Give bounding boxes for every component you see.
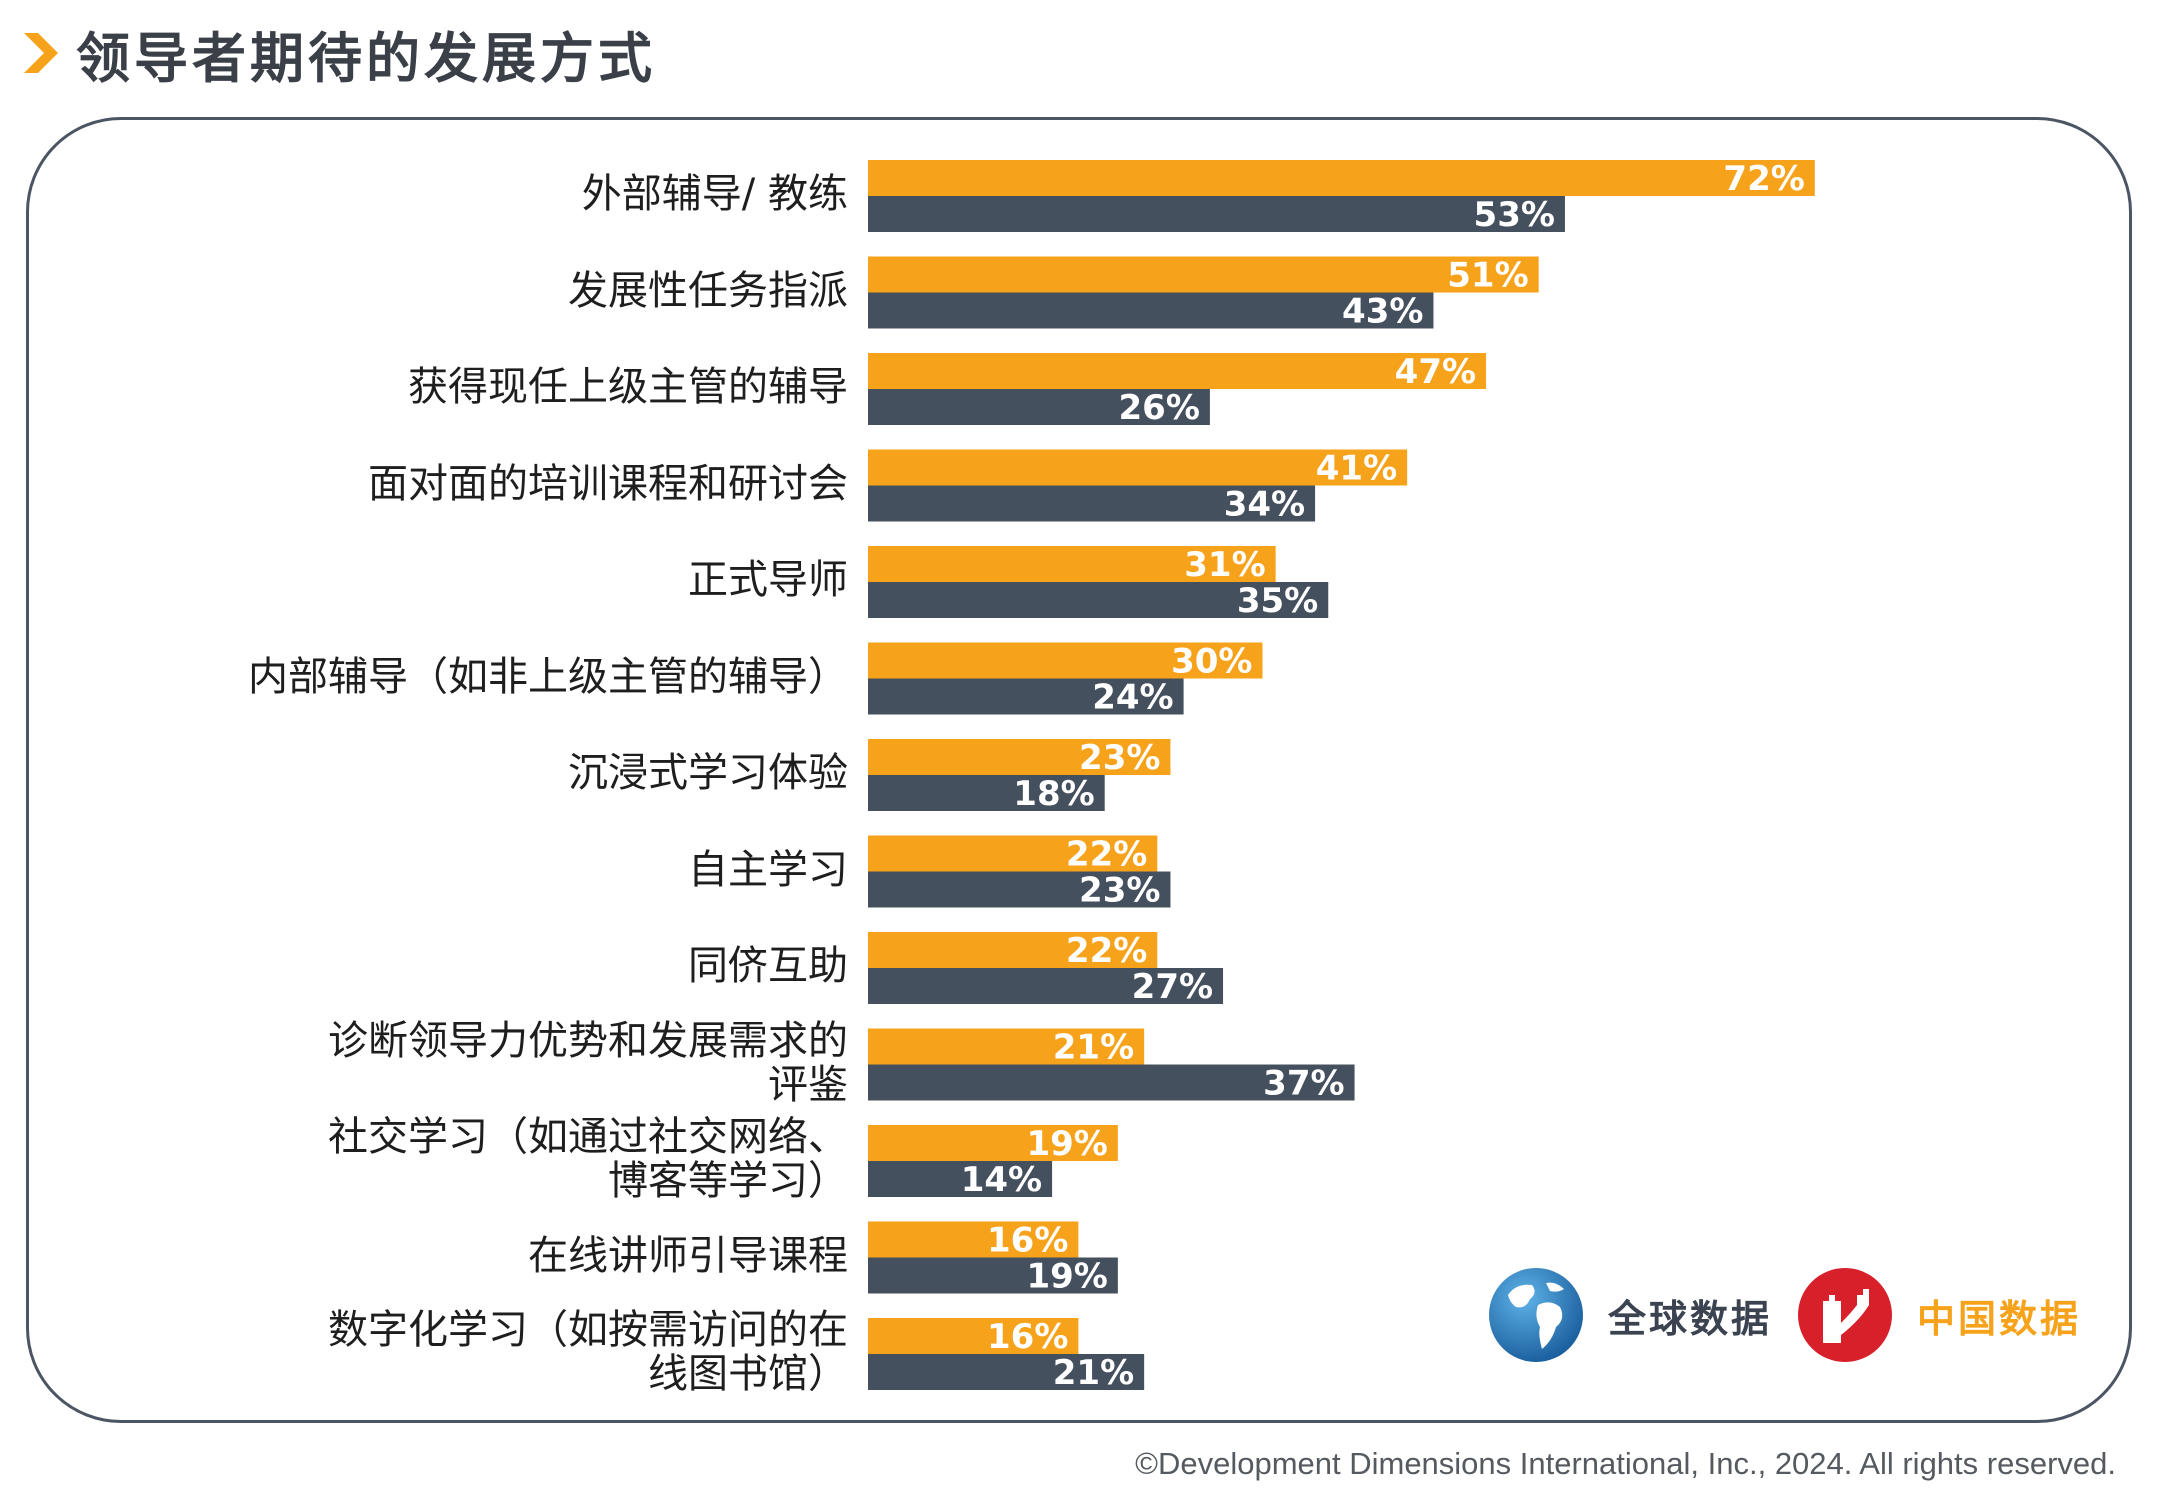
data-label-global-9: 37% bbox=[1263, 1064, 1344, 1104]
bar-global-11 bbox=[868, 1257, 1118, 1294]
legend-china: 中国数据 bbox=[1795, 1265, 2081, 1365]
globe-icon bbox=[1489, 1268, 1583, 1362]
category-label: 面对面的培训课程和研讨会 bbox=[368, 460, 848, 507]
data-label-global-7: 23% bbox=[1079, 871, 1160, 911]
category-label: 同侪互助 bbox=[688, 943, 848, 989]
category-label: 数字化学习（如按需访问的在 线图书馆） bbox=[328, 1307, 848, 1397]
bar-global-4 bbox=[868, 582, 1329, 618]
data-label-china-0: 72% bbox=[1723, 159, 1804, 199]
great-wall-icon bbox=[1798, 1268, 1892, 1362]
data-label-global-5: 24% bbox=[1092, 678, 1173, 718]
category-label: 在线讲师引导课程 bbox=[528, 1232, 848, 1279]
category-label: 社交学习（如通过社交网络、 博客等学习） bbox=[328, 1114, 848, 1204]
category-label: 正式导师 bbox=[688, 557, 848, 603]
data-label-global-12: 21% bbox=[1053, 1353, 1134, 1393]
data-label-china-3: 41% bbox=[1316, 449, 1397, 489]
data-label-global-4: 35% bbox=[1237, 581, 1318, 621]
category-label: 获得现任上级主管的辅导 bbox=[408, 364, 848, 410]
data-label-china-7: 22% bbox=[1066, 835, 1147, 875]
bar-china-10 bbox=[868, 1125, 1118, 1161]
category-label: 自主学习 bbox=[688, 846, 848, 893]
copyright: ©Development Dimensions International, I… bbox=[1135, 1446, 2116, 1481]
bar-china-4 bbox=[868, 546, 1276, 582]
bar-global-5 bbox=[868, 678, 1184, 715]
data-label-china-8: 22% bbox=[1066, 931, 1147, 971]
category-label: 发展性任务指派 bbox=[568, 267, 848, 314]
data-label-china-11: 16% bbox=[987, 1221, 1068, 1261]
data-label-china-5: 30% bbox=[1171, 642, 1252, 682]
data-label-global-2: 26% bbox=[1119, 388, 1200, 428]
bar-china-7 bbox=[868, 835, 1158, 872]
chevron-right-icon bbox=[24, 33, 58, 73]
bar-china-1 bbox=[868, 256, 1539, 293]
data-label-global-0: 53% bbox=[1474, 195, 1555, 235]
bar-china-5 bbox=[868, 642, 1263, 679]
bar-global-1 bbox=[868, 292, 1434, 329]
bar-global-3 bbox=[868, 485, 1316, 522]
bar-global-2 bbox=[868, 389, 1210, 425]
data-label-china-1: 51% bbox=[1447, 256, 1528, 296]
bar-global-12 bbox=[868, 1354, 1145, 1390]
data-label-china-10: 19% bbox=[1026, 1124, 1107, 1164]
category-label: 诊断领导力优势和发展需求的 评鉴 bbox=[328, 1017, 848, 1108]
bar-china-8 bbox=[868, 932, 1158, 968]
bar-china-9 bbox=[868, 1028, 1145, 1065]
bar-china-12 bbox=[868, 1318, 1079, 1354]
legend-global: 全球数据 bbox=[1486, 1265, 1772, 1365]
header: 领导者期待的发展方式 bbox=[22, 18, 656, 90]
data-label-global-8: 27% bbox=[1132, 967, 1213, 1007]
data-label-global-3: 34% bbox=[1224, 485, 1305, 525]
data-label-global-10: 14% bbox=[961, 1160, 1042, 1200]
data-label-global-6: 18% bbox=[1013, 774, 1094, 814]
legend-china-label: 中国数据 bbox=[1917, 1296, 2082, 1341]
bar-global-10 bbox=[868, 1161, 1053, 1197]
category-label: 内部辅导（如非上级主管的辅导） bbox=[248, 653, 848, 700]
category-label: 外部辅导/ 教练 bbox=[581, 171, 848, 217]
data-label-china-2: 47% bbox=[1395, 352, 1476, 392]
category-label: 沉浸式学习体验 bbox=[568, 750, 848, 796]
bar-global-6 bbox=[868, 775, 1105, 811]
bar-china-2 bbox=[868, 353, 1487, 389]
data-label-global-1: 43% bbox=[1342, 292, 1423, 332]
chart-panel bbox=[26, 117, 2132, 1423]
data-label-china-9: 21% bbox=[1053, 1028, 1134, 1068]
legend-global-label: 全球数据 bbox=[1608, 1296, 1773, 1341]
data-label-global-11: 19% bbox=[1026, 1257, 1107, 1297]
bar-china-11 bbox=[868, 1221, 1079, 1258]
data-label-china-6: 23% bbox=[1079, 738, 1160, 778]
bar-global-9 bbox=[868, 1064, 1355, 1101]
bar-global-0 bbox=[868, 196, 1565, 232]
bar-china-3 bbox=[868, 449, 1408, 486]
page-title: 领导者期待的发展方式 bbox=[76, 26, 656, 90]
data-label-china-4: 31% bbox=[1184, 545, 1265, 585]
bar-china-0 bbox=[868, 160, 1815, 196]
bar-global-8 bbox=[868, 968, 1224, 1004]
bar-global-7 bbox=[868, 871, 1171, 908]
data-label-china-12: 16% bbox=[987, 1317, 1068, 1357]
bar-china-6 bbox=[868, 739, 1171, 775]
